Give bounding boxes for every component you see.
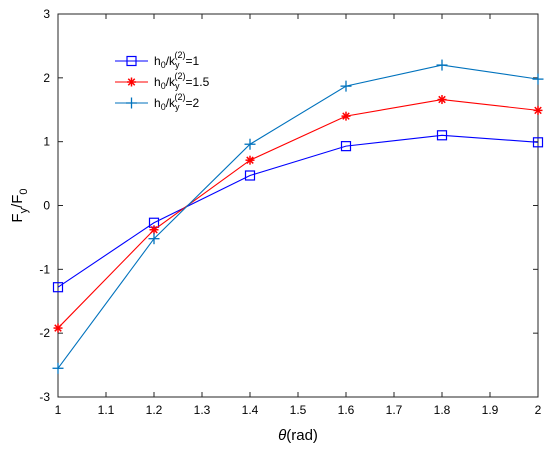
x-tick-label: 1.7 (386, 403, 403, 417)
data-point-marker (52, 362, 64, 374)
y-tick-label: -2 (39, 326, 50, 340)
y-tick-label: 2 (43, 71, 50, 85)
data-point-marker (245, 155, 255, 165)
x-tick-label: 2 (535, 403, 542, 417)
x-tick-label: 1.9 (482, 403, 499, 417)
x-axis-ticks: 1 1.1 1.2 1.3 1.4 1.5 1.6 1.7 1.8 1.9 2 (55, 14, 542, 417)
series-2 (53, 95, 543, 333)
legend-label: h0/ky(2)=1.5 (154, 71, 210, 91)
y-tick-label: 1 (43, 135, 50, 149)
y-axis-label-base: F (9, 213, 26, 222)
y-tick-label: -3 (39, 390, 50, 404)
data-point-marker (340, 80, 352, 92)
data-point-marker (148, 233, 160, 245)
legend-marker (127, 77, 136, 87)
x-tick-label: 1.1 (98, 403, 115, 417)
series-line (57, 64, 539, 369)
legend-item: h0/ky(2)=1 (115, 50, 200, 70)
x-axis-label: θ(rad) (278, 427, 318, 444)
y-axis-label-sub2: 0 (18, 188, 30, 194)
y-axis-ticks: -3 -2 -1 0 1 2 3 (39, 7, 538, 404)
series-group (52, 59, 544, 374)
y-axis-label-sub: y (18, 207, 30, 213)
y-axis-label-div: /F (9, 195, 26, 208)
x-tick-label: 1.5 (290, 403, 307, 417)
data-point-marker (437, 95, 447, 105)
legend: h0/ky(2)=1h0/ky(2)=1.5h0/ky(2)=2 (115, 50, 210, 112)
data-point-marker (436, 59, 448, 71)
x-tick-label: 1 (55, 403, 62, 417)
x-axis-label-theta: θ (278, 427, 286, 444)
series-1 (52, 130, 544, 293)
data-point-marker (532, 137, 544, 148)
data-point-marker (436, 130, 448, 141)
y-tick-label: 0 (43, 199, 50, 213)
x-tick-label: 1.6 (338, 403, 355, 417)
legend-marker (126, 55, 137, 67)
data-point-marker (340, 141, 352, 152)
x-axis-label-unit: (rad) (286, 427, 318, 444)
x-tick-label: 1.4 (242, 403, 259, 417)
legend-label: h0/ky(2)=1 (154, 50, 200, 70)
x-tick-label: 1.3 (194, 403, 211, 417)
data-point-marker (53, 323, 63, 333)
data-point-marker (341, 111, 351, 121)
x-tick-label: 1.8 (434, 403, 451, 417)
y-axis-label: Fy/F0 (9, 188, 30, 222)
data-point-marker (532, 73, 544, 85)
x-tick-label: 1.2 (146, 403, 163, 417)
legend-item: h0/ky(2)=2 (115, 92, 200, 112)
plot-area (57, 13, 539, 398)
series-line (57, 98, 539, 329)
y-tick-label: 3 (43, 7, 50, 21)
data-point-marker (52, 282, 64, 293)
data-point-marker (149, 225, 159, 235)
data-point-marker (244, 138, 256, 150)
data-point-marker (244, 170, 256, 181)
data-point-marker (533, 105, 543, 115)
series-line (57, 134, 539, 288)
legend-label: h0/ky(2)=2 (154, 92, 200, 112)
plot-frame (57, 13, 539, 398)
y-tick-label: -1 (39, 262, 50, 276)
legend-marker (126, 97, 137, 109)
legend-item: h0/ky(2)=1.5 (115, 71, 210, 91)
series-3 (52, 59, 544, 374)
